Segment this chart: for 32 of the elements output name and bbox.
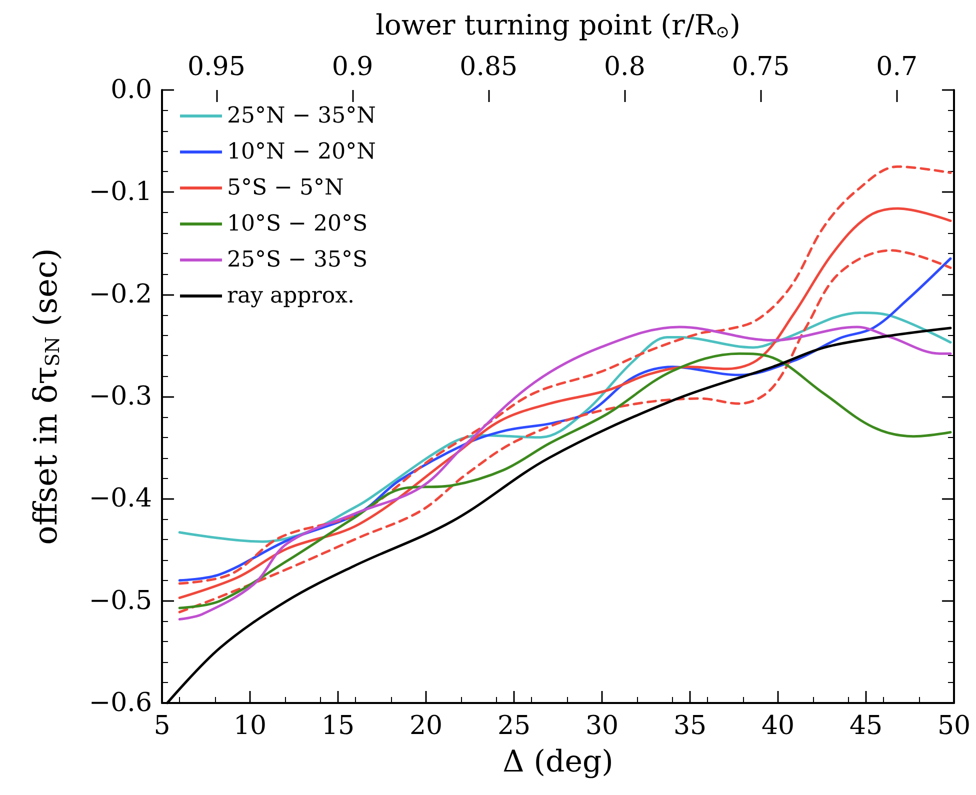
y-tick-label: −0.3 bbox=[88, 382, 152, 412]
x2-tick-label: 0.75 bbox=[732, 52, 790, 82]
y-tick-label: 0.0 bbox=[110, 75, 152, 105]
legend-label: ray approx. bbox=[227, 284, 354, 308]
x-tick-label: 15 bbox=[321, 711, 355, 741]
x-tick-label: 45 bbox=[849, 711, 883, 741]
legend-label: 25°N − 35°N bbox=[227, 104, 376, 128]
legend-label: 5°S − 5°N bbox=[227, 176, 344, 200]
x-tick-label: 50 bbox=[937, 711, 971, 741]
x2-axis-title: lower turning point (r/R⊙) bbox=[376, 8, 740, 42]
legend-label: 10°S − 20°S bbox=[227, 212, 368, 236]
x-tick-label: 40 bbox=[761, 711, 795, 741]
y-tick-label: −0.4 bbox=[88, 484, 152, 514]
x-tick-label: 5 bbox=[154, 711, 170, 741]
legend-label: 10°N − 20°N bbox=[227, 140, 376, 164]
y-tick-label: −0.1 bbox=[88, 177, 152, 208]
y-tick-label: −0.2 bbox=[88, 279, 152, 310]
x2-tick-label: 0.9 bbox=[332, 52, 374, 82]
y-tick-label: −0.5 bbox=[88, 586, 152, 616]
x2-tick-label: 0.8 bbox=[604, 52, 646, 82]
x-tick-label: 20 bbox=[409, 711, 443, 741]
x-tick-label: 35 bbox=[673, 711, 707, 741]
x-tick-label: 30 bbox=[585, 711, 619, 741]
x-tick-label: 10 bbox=[233, 711, 267, 741]
x2-tick-label: 0.85 bbox=[460, 52, 518, 82]
x-axis-title: Δ (deg) bbox=[502, 744, 614, 780]
x2-tick-label: 0.7 bbox=[876, 52, 918, 82]
legend-label: 25°S − 35°S bbox=[227, 248, 368, 272]
y-tick-label: −0.6 bbox=[88, 688, 152, 718]
y-axis-title: offset in δτSN (sec) bbox=[26, 248, 64, 545]
x-tick-label: 25 bbox=[497, 711, 531, 741]
x2-tick-label: 0.95 bbox=[187, 52, 246, 82]
